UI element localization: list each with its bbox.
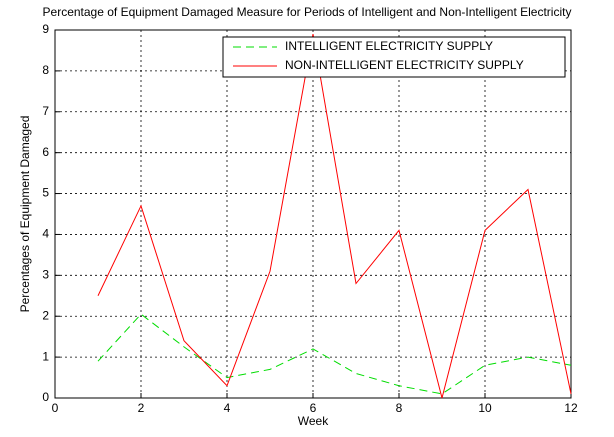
legend-box (222, 36, 566, 78)
x-tick-label: 6 (310, 401, 317, 415)
chart-title: Percentage of Equipment Damaged Measure … (43, 5, 572, 19)
x-tick-label: 2 (138, 401, 145, 415)
y-tick-label: 9 (42, 22, 49, 36)
y-tick-label: 4 (42, 227, 49, 241)
x-tick-label: 10 (478, 401, 492, 415)
x-tick-label: 12 (564, 401, 578, 415)
y-tick-label: 3 (42, 268, 49, 282)
legend-label: NON-INTELLIGENT ELECTRICITY SUPPLY (285, 58, 524, 72)
legend-label: INTELLIGENT ELECTRICITY SUPPLY (285, 39, 493, 53)
y-tick-label: 1 (42, 349, 49, 363)
y-tick-label: 7 (42, 104, 49, 118)
y-tick-label: 8 (42, 63, 49, 77)
line-series (97, 33, 572, 399)
y-tick-label: 0 (42, 390, 49, 404)
x-tick-label: 0 (52, 401, 59, 415)
y-tick-label: 5 (42, 186, 49, 200)
y-tick-label: 6 (42, 145, 49, 159)
plot-frame (54, 29, 572, 399)
y-tick-label: 2 (42, 308, 49, 322)
y-axis-label: Percentages of Equipment Damaged (18, 116, 32, 313)
x-axis-label: Week (298, 414, 329, 428)
x-tick-label: 8 (396, 401, 403, 415)
x-tick-label: 4 (224, 401, 231, 415)
line-series (97, 313, 572, 395)
